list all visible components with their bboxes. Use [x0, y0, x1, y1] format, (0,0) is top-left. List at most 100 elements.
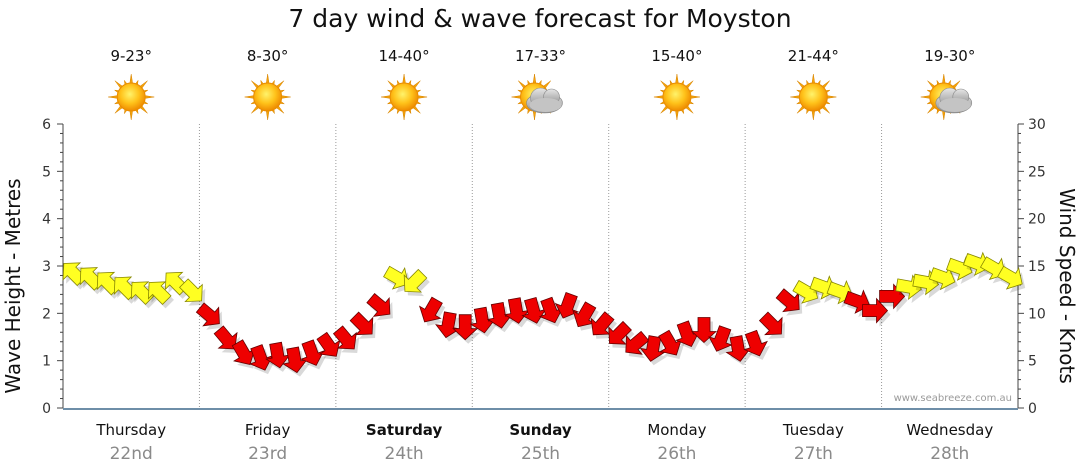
temp-range-label: 8-30°	[247, 47, 289, 65]
wind-arrow	[231, 339, 258, 369]
wind-arrow	[265, 341, 293, 372]
left-tick-label: 4	[42, 212, 51, 228]
wind-arrow-shape	[231, 339, 256, 365]
wind-arrow-shape	[962, 251, 990, 277]
x-axis-line	[63, 408, 1018, 410]
day-date-label: 24th	[385, 444, 424, 464]
wind-arrow-shape	[419, 296, 443, 323]
temp-range-label: 17-33°	[515, 47, 566, 65]
axis-labels: 0 1 2 3 4 5 6 0 5 10 15 20 25 30 Wave Height - Metres W…	[1, 47, 1079, 464]
left-tick-label: 0	[42, 401, 51, 417]
wind-arrow	[366, 293, 393, 321]
day-name-label: Saturday	[366, 421, 443, 439]
temp-range-label: 9-23°	[110, 47, 152, 65]
wind-arrow-shape	[590, 311, 615, 336]
wind-arrow-shape	[147, 281, 172, 305]
day-name-label: Thursday	[95, 421, 166, 439]
watermark: www.seabreeze.com.au	[894, 393, 1012, 404]
wind-arrow-shape	[452, 314, 479, 341]
wind-arrow	[503, 297, 532, 328]
wind-arrow	[435, 311, 463, 342]
temp-range-label: 15-40°	[651, 47, 702, 65]
left-tick-label: 2	[42, 306, 51, 322]
wind-arrow-shape	[743, 329, 768, 357]
wind-arrow	[743, 329, 771, 360]
wind-arrow-shape	[538, 296, 564, 324]
wind-arrow	[538, 296, 566, 327]
wind-arrow	[195, 302, 223, 330]
wind-arrow-shape	[554, 291, 580, 319]
wind-arrow-shape	[349, 311, 374, 336]
wind-arrow	[179, 278, 206, 306]
left-tick-label: 3	[42, 259, 51, 275]
wind-arrow	[639, 335, 668, 366]
wind-arrow-shape	[383, 265, 409, 290]
wind-arrow	[862, 297, 891, 327]
wind-arrow-shape	[708, 325, 733, 352]
day-name-label: Friday	[245, 421, 291, 439]
sun-disc	[253, 82, 283, 112]
wind-arrow-shape	[213, 325, 238, 350]
wind-arrow	[332, 325, 360, 353]
wind-arrow	[349, 311, 376, 339]
left-tick-label: 1	[42, 354, 51, 370]
sunny-icon	[108, 73, 155, 121]
wind-arrow	[625, 330, 652, 359]
day-name-label: Wednesday	[906, 421, 993, 439]
right-tick-label: 20	[1028, 212, 1046, 228]
sunny-icon	[244, 73, 291, 121]
wind-arrow-shape	[248, 344, 274, 371]
chart-title: 7 day wind & wave forecast for Moyston	[288, 4, 792, 33]
wind-arrow	[675, 320, 702, 351]
sun-disc	[662, 82, 692, 112]
sun-disc	[798, 82, 828, 112]
right-axis-title: Wind Speed - Knots	[1055, 188, 1079, 384]
sunny-icon	[381, 73, 428, 121]
sun-disc	[389, 82, 419, 112]
cloud-base	[938, 98, 971, 112]
wind-arrow	[658, 329, 685, 359]
wind-arrow	[572, 301, 599, 331]
wind-arrow	[928, 265, 958, 294]
left-tick-label: 5	[42, 164, 51, 180]
wind-arrow-shape	[862, 297, 889, 324]
day-name-label: Monday	[647, 421, 706, 439]
right-tick-label: 15	[1028, 259, 1046, 275]
wind-arrow	[147, 281, 174, 309]
wind-arrow-shape	[928, 265, 956, 291]
wind-arrow-shape	[403, 268, 428, 293]
wind-arrow-shape	[625, 330, 650, 355]
wind-arrow-shape	[758, 311, 783, 336]
day-name-label: Tuesday	[782, 421, 844, 439]
wind-arrow-shape	[366, 293, 391, 317]
day-date-label: 27th	[794, 444, 833, 464]
day-date-label: 26th	[657, 444, 696, 464]
wind-arrow	[403, 268, 430, 297]
wind-arrow-shape	[503, 297, 530, 324]
right-tick-label: 10	[1028, 306, 1046, 322]
wind-arrow	[775, 288, 803, 316]
wind-arrow-shape	[282, 346, 308, 374]
day-date-label: 22nd	[110, 444, 153, 464]
wind-arrow-shape	[608, 320, 632, 345]
cloud-shape	[935, 87, 973, 114]
wind-arrow	[590, 311, 617, 339]
right-tick-label: 5	[1028, 354, 1037, 370]
wind-arrow-shape	[300, 339, 325, 366]
wind-arrow	[708, 325, 735, 356]
wind-arrow	[608, 320, 635, 349]
wind-arrow	[758, 311, 786, 339]
temp-range-label: 21-44°	[788, 47, 839, 65]
wind-arrow-shape	[639, 335, 666, 362]
right-tick-label: 30	[1028, 117, 1046, 133]
wind-arrow-shape	[572, 301, 597, 328]
day-date-label: 25th	[521, 444, 560, 464]
wind-arrow-shape	[316, 331, 341, 357]
wind-arrow-shape	[195, 302, 220, 327]
weather-icons	[108, 73, 973, 121]
sunny-icon	[653, 73, 700, 121]
day-date-label: 28th	[930, 444, 969, 464]
cloud-base	[529, 98, 562, 112]
wind-arrow	[300, 339, 327, 370]
